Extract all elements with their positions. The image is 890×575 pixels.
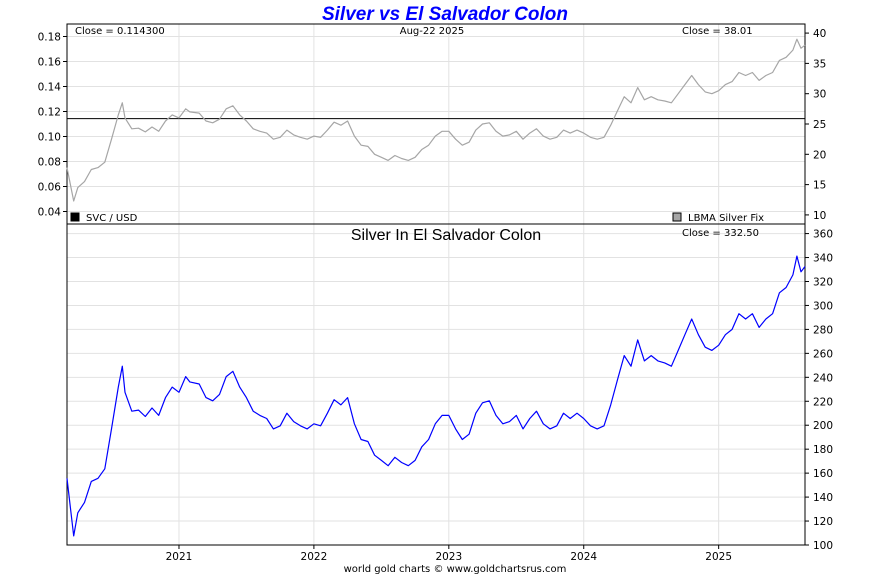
bottom-panel: 360 340 320 300 280 260 240 220 200 180 160 140 120 1… — [66, 223, 833, 563]
x-tick-label: 2022 — [301, 551, 328, 563]
top-right-tick-label: 40 — [813, 28, 826, 40]
top-right-tick-label: 30 — [813, 89, 826, 101]
legend-svc-usd-swatch — [70, 212, 80, 222]
bottom-right-tick-label: 120 — [813, 516, 833, 528]
top-close-left: Close = 0.114300 — [75, 26, 165, 37]
footer-credit: world gold charts © www.goldchartsrus.co… — [344, 564, 567, 575]
top-left-tick-label: 0.06 — [38, 182, 62, 194]
bottom-right-axis: 360 340 320 300 280 260 240 220 200 180 160 140 120 1… — [805, 229, 833, 552]
top-left-tick-label: 0.12 — [38, 107, 61, 119]
bottom-right-tick-label: 280 — [813, 324, 833, 336]
top-right-tick-label: 20 — [813, 149, 826, 161]
x-tick-label: 2023 — [435, 551, 462, 563]
x-tick-label: 2024 — [570, 551, 597, 563]
chart-title: Silver vs El Salvador Colon — [322, 4, 568, 25]
x-axis: 2021 2022 2023 2024 2025 — [166, 545, 732, 563]
top-left-axis: 0.18 0.16 0.14 0.12 0.10 0.08 0.06 0.04 — [38, 32, 67, 219]
bottom-right-tick-label: 200 — [813, 420, 833, 432]
top-close-right: Close = 38.01 — [682, 26, 753, 37]
top-left-tick-label: 0.10 — [38, 132, 61, 144]
top-left-tick-label: 0.18 — [38, 32, 61, 44]
top-left-tick-label: 0.04 — [38, 207, 62, 219]
top-panel-frame — [66, 23, 806, 225]
bottom-subtitle: Silver In El Salvador Colon — [351, 227, 541, 244]
top-series — [66, 38, 806, 202]
top-grid — [67, 24, 805, 224]
bottom-right-tick-label: 100 — [813, 540, 833, 552]
bottom-right-tick-label: 300 — [813, 300, 833, 312]
bottom-series — [66, 255, 806, 537]
bottom-grid — [67, 224, 805, 546]
legend-lbma-swatch — [672, 212, 682, 222]
bottom-right-tick-label: 180 — [813, 444, 833, 456]
silver-colon-line — [66, 255, 806, 537]
bottom-right-tick-label: 360 — [813, 229, 833, 241]
top-left-tick-label: 0.08 — [38, 157, 61, 169]
top-panel: 0.18 0.16 0.14 0.12 0.10 0.08 0.06 0.04 40 35 30 2… — [38, 23, 826, 225]
bottom-right-tick-label: 240 — [813, 372, 833, 384]
legend-svc-usd: SVC / USD — [86, 213, 138, 224]
bottom-right-tick-label: 220 — [813, 396, 833, 408]
top-date: Aug-22 2025 — [400, 26, 465, 37]
top-right-tick-label: 25 — [813, 119, 826, 131]
legend-lbma: LBMA Silver Fix — [688, 213, 764, 224]
bottom-right-tick-label: 160 — [813, 468, 833, 480]
x-tick-label: 2025 — [705, 551, 732, 563]
lbma-silver-line — [66, 38, 806, 202]
bottom-right-tick-label: 340 — [813, 253, 833, 265]
top-right-tick-label: 15 — [813, 180, 826, 192]
bottom-right-tick-label: 260 — [813, 348, 833, 360]
top-right-axis: 40 35 30 25 20 15 10 — [805, 28, 826, 222]
bottom-right-tick-label: 140 — [813, 492, 833, 504]
top-right-tick-label: 35 — [813, 58, 826, 70]
bottom-panel-frame — [66, 223, 806, 546]
bottom-close: Close = 332.50 — [682, 228, 759, 239]
x-tick-label: 2021 — [166, 551, 193, 563]
top-right-tick-label: 10 — [813, 210, 826, 222]
bottom-right-tick-label: 320 — [813, 276, 833, 288]
top-left-tick-label: 0.14 — [38, 82, 62, 94]
top-left-tick-label: 0.16 — [38, 57, 62, 69]
